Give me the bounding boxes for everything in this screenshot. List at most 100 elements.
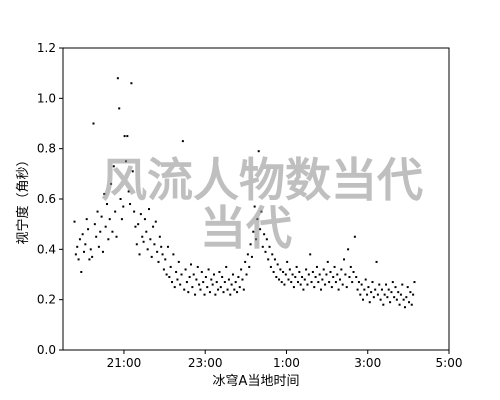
data-point	[208, 291, 211, 294]
data-point	[349, 265, 352, 268]
data-point	[345, 286, 348, 289]
watermark-line1: 风流人物数当代	[101, 153, 423, 207]
data-point	[334, 281, 337, 284]
data-point	[110, 182, 113, 185]
x-tick-label: 1:00	[273, 356, 300, 370]
data-point	[395, 298, 398, 301]
data-point	[317, 281, 320, 284]
data-point	[148, 208, 151, 211]
data-point	[183, 288, 186, 291]
data-point	[284, 273, 287, 276]
data-point	[101, 250, 104, 253]
data-point	[116, 77, 119, 80]
data-point	[383, 293, 386, 296]
data-point	[199, 288, 202, 291]
data-point	[283, 283, 286, 286]
data-point	[294, 276, 297, 279]
y-tick-label: 0.0	[37, 343, 56, 357]
data-points	[73, 77, 416, 309]
data-point	[238, 286, 241, 289]
data-point	[244, 260, 247, 263]
data-point	[372, 296, 375, 299]
data-point	[250, 255, 253, 258]
x-tick-label: 23:00	[188, 356, 223, 370]
data-point	[134, 225, 137, 228]
data-point	[123, 135, 126, 138]
data-point	[175, 270, 178, 273]
data-point	[310, 281, 313, 284]
data-point	[219, 286, 222, 289]
data-point	[309, 253, 312, 256]
data-point	[100, 215, 103, 218]
data-point	[275, 276, 278, 279]
data-point	[112, 165, 115, 168]
data-point	[338, 278, 341, 281]
data-point	[96, 210, 99, 213]
data-point	[82, 250, 85, 253]
data-point	[326, 260, 329, 263]
data-point	[357, 281, 360, 284]
data-point	[222, 291, 225, 294]
data-point	[161, 253, 164, 256]
data-point	[413, 281, 416, 284]
data-point	[367, 286, 370, 289]
data-point	[133, 210, 136, 213]
data-point	[218, 270, 221, 273]
data-point	[171, 281, 174, 284]
data-point	[371, 281, 374, 284]
data-point	[77, 258, 80, 261]
data-point	[181, 140, 184, 143]
data-point	[355, 276, 358, 279]
data-point	[263, 233, 266, 236]
data-point	[185, 281, 188, 284]
data-point	[296, 281, 299, 284]
data-point	[157, 260, 160, 263]
data-point	[231, 273, 234, 276]
data-point	[405, 296, 408, 299]
data-point	[264, 250, 267, 253]
data-point	[252, 230, 255, 233]
data-point	[139, 213, 142, 216]
data-point	[78, 238, 81, 241]
data-point	[187, 291, 190, 294]
y-tick-label: 0.6	[37, 192, 56, 206]
data-point	[226, 288, 229, 291]
data-point	[114, 210, 117, 213]
data-point	[104, 225, 107, 228]
data-point	[256, 218, 259, 221]
data-point	[195, 278, 198, 281]
data-point	[290, 281, 293, 284]
data-point	[257, 150, 260, 153]
data-point	[211, 283, 214, 286]
data-point	[150, 255, 153, 258]
data-point	[267, 258, 270, 261]
data-point	[227, 278, 230, 281]
data-point	[353, 235, 356, 238]
data-point	[352, 270, 355, 273]
data-point	[172, 253, 175, 256]
data-point	[188, 276, 191, 279]
data-point	[303, 278, 306, 281]
data-point	[156, 250, 159, 253]
data-point	[87, 228, 90, 231]
data-point	[291, 273, 294, 276]
data-point	[359, 293, 362, 296]
data-point	[85, 218, 88, 221]
data-point	[165, 273, 168, 276]
x-axis: 21:00 23:00 1:00 3:00 5:00	[107, 350, 462, 370]
data-point	[402, 298, 405, 301]
data-point	[179, 283, 182, 286]
data-point	[233, 288, 236, 291]
data-point	[234, 281, 237, 284]
data-point	[248, 265, 251, 268]
data-point	[287, 278, 290, 281]
data-point	[403, 306, 406, 309]
data-point	[115, 235, 118, 238]
data-point	[314, 276, 317, 279]
data-point	[360, 283, 363, 286]
data-point	[280, 281, 283, 284]
data-point	[213, 273, 216, 276]
y-tick-label: 1.2	[37, 41, 56, 55]
data-point	[135, 243, 138, 246]
data-point	[286, 260, 289, 263]
